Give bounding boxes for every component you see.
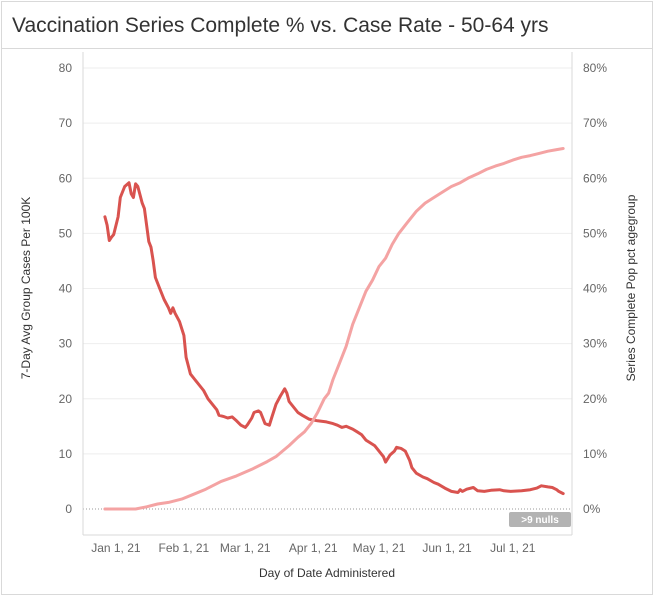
y-right-tick-label: 20% <box>583 392 607 406</box>
y-left-tick-label: 80 <box>59 61 73 75</box>
y-left-tick-label: 50 <box>59 226 73 240</box>
y-right-tick-label: 10% <box>583 447 607 461</box>
y-left-tick-label: 20 <box>59 392 73 406</box>
y-right-tick-label: 40% <box>583 282 607 296</box>
y-right-tick-label: 60% <box>583 171 607 185</box>
y-right-axis-title: Series Complete Pop pct agegroup <box>624 194 638 381</box>
nulls-badge-text: >9 nulls <box>521 515 559 526</box>
y-right-tick-label: 80% <box>583 61 607 75</box>
chart-title: Vaccination Series Complete % vs. Case R… <box>12 14 549 37</box>
series-line-case-rate[interactable] <box>103 181 565 496</box>
y-left-tick-label: 0 <box>65 502 72 516</box>
ticks-layer: 0 10 20 30 40 50 60 70 80 0% 10% 20% 30% 40% 50% 60% 70%… <box>59 61 608 555</box>
y-right-tick-label: 30% <box>583 337 607 351</box>
y-left-tick-label: 30 <box>59 337 73 351</box>
y-right-tick-label: 50% <box>583 226 607 240</box>
x-tick-label: Jun 1, 21 <box>422 541 472 555</box>
x-tick-label: Mar 1, 21 <box>220 541 271 555</box>
y-right-tick-label: 70% <box>583 116 607 130</box>
y-left-axis-title: 7-Day Avg Group Cases Per 100K <box>19 197 33 380</box>
series-layer <box>103 147 565 511</box>
nulls-indicator[interactable]: >9 nulls <box>509 512 571 527</box>
x-tick-label: Jan 1, 21 <box>91 541 141 555</box>
y-left-tick-label: 10 <box>59 447 73 461</box>
grid-layer <box>82 52 573 536</box>
title-separator <box>1 48 653 49</box>
x-axis-title: Day of Date Administered <box>259 566 395 580</box>
series-line-vaccination-pct[interactable] <box>103 147 565 511</box>
x-tick-label: Apr 1, 21 <box>289 541 338 555</box>
x-tick-label: Jul 1, 21 <box>490 541 536 555</box>
nulls-badge[interactable] <box>509 512 571 527</box>
y-left-tick-label: 70 <box>59 116 73 130</box>
y-left-tick-label: 40 <box>59 282 73 296</box>
x-tick-label: May 1, 21 <box>353 541 406 555</box>
y-right-tick-label: 0% <box>583 502 601 516</box>
x-tick-label: Feb 1, 21 <box>159 541 210 555</box>
y-left-tick-label: 60 <box>59 171 73 185</box>
